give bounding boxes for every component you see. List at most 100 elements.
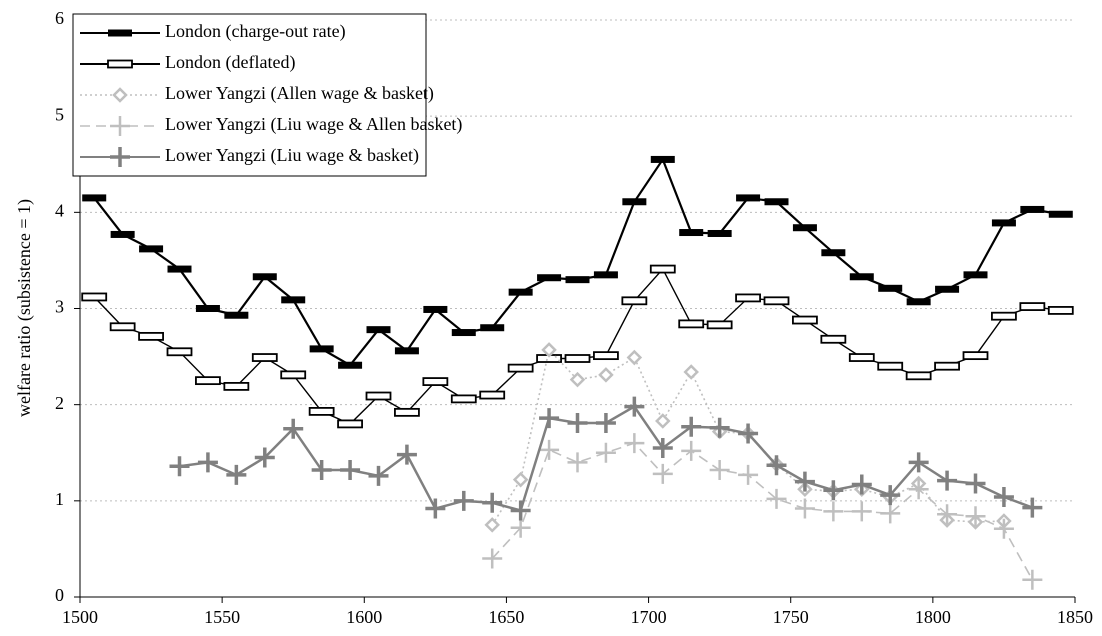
marker: [280, 370, 307, 380]
marker: [621, 296, 648, 306]
marker: [281, 296, 306, 304]
marker: [309, 345, 334, 353]
marker: [195, 305, 220, 312]
y-tick-label: 5: [55, 104, 64, 124]
marker: [681, 440, 702, 461]
marker: [709, 460, 730, 481]
marker: [906, 298, 931, 306]
marker: [706, 320, 733, 330]
marker: [905, 371, 932, 381]
marker: [622, 198, 647, 206]
marker: [283, 418, 304, 439]
marker: [138, 331, 164, 341]
x-tick-label: 1800: [915, 607, 951, 627]
x-tick-label: 1700: [631, 607, 667, 627]
y-tick-label: 0: [55, 585, 64, 605]
marker: [224, 311, 249, 319]
marker: [991, 311, 1017, 321]
marker: [450, 394, 477, 404]
marker: [649, 264, 676, 274]
marker: [598, 367, 614, 383]
marker: [311, 460, 332, 481]
marker: [425, 498, 446, 519]
marker: [394, 347, 419, 355]
x-tick-label: 1550: [204, 607, 240, 627]
marker: [453, 490, 474, 511]
marker: [308, 406, 335, 416]
marker: [110, 230, 135, 238]
marker: [738, 423, 759, 444]
marker: [366, 326, 391, 334]
x-tick-label: 1650: [488, 607, 524, 627]
marker: [139, 245, 164, 253]
marker: [110, 116, 130, 136]
marker: [110, 147, 130, 167]
marker: [823, 501, 844, 522]
marker: [565, 276, 590, 284]
marker: [794, 471, 815, 492]
marker: [991, 219, 1016, 227]
marker: [626, 349, 643, 366]
series-line: [93, 267, 1061, 425]
marker: [167, 265, 192, 273]
marker: [595, 412, 616, 433]
marker: [792, 224, 817, 232]
marker: [877, 361, 904, 371]
marker: [993, 486, 1014, 507]
marker: [766, 455, 787, 476]
marker: [510, 500, 531, 521]
marker: [593, 271, 618, 279]
marker: [365, 391, 392, 401]
marker: [652, 437, 673, 458]
x-tick-label: 1750: [773, 607, 809, 627]
marker: [849, 273, 874, 281]
legend-label: London (charge-out rate): [165, 21, 346, 42]
y-tick-label: 1: [55, 489, 64, 509]
marker: [823, 480, 844, 501]
marker: [223, 381, 250, 391]
marker: [766, 488, 787, 509]
legend-label: Lower Yangzi (Allen wage & basket): [165, 83, 434, 104]
marker: [624, 396, 645, 417]
marker: [707, 229, 732, 237]
marker: [254, 447, 275, 468]
marker: [564, 354, 591, 363]
marker: [508, 288, 533, 296]
marker: [451, 329, 476, 337]
marker: [1020, 205, 1045, 213]
marker: [567, 452, 588, 473]
marker: [539, 439, 560, 460]
marker: [1022, 569, 1043, 590]
marker: [82, 194, 107, 202]
marker: [962, 351, 989, 361]
marker: [792, 315, 818, 325]
marker: [81, 292, 108, 302]
marker: [112, 87, 128, 103]
marker: [935, 285, 960, 293]
legend-label: Lower Yangzi (Liu wage & Allen basket): [165, 114, 462, 135]
series-line: [491, 442, 1034, 581]
marker: [482, 492, 503, 513]
marker: [226, 464, 247, 485]
marker: [394, 407, 420, 417]
marker: [937, 470, 958, 491]
marker: [512, 471, 529, 488]
marker: [681, 416, 702, 437]
marker: [107, 59, 133, 69]
marker: [169, 456, 190, 477]
marker: [965, 506, 986, 527]
marker: [709, 417, 730, 438]
marker: [821, 249, 846, 257]
marker: [507, 363, 534, 373]
y-tick-label: 2: [55, 393, 64, 413]
marker: [934, 361, 960, 371]
marker: [880, 503, 901, 524]
marker: [567, 412, 588, 433]
marker: [197, 452, 218, 473]
marker: [736, 194, 761, 202]
marker: [484, 517, 500, 533]
series-line: [93, 157, 1061, 367]
x-tick-label: 1600: [346, 607, 382, 627]
marker: [593, 351, 619, 361]
